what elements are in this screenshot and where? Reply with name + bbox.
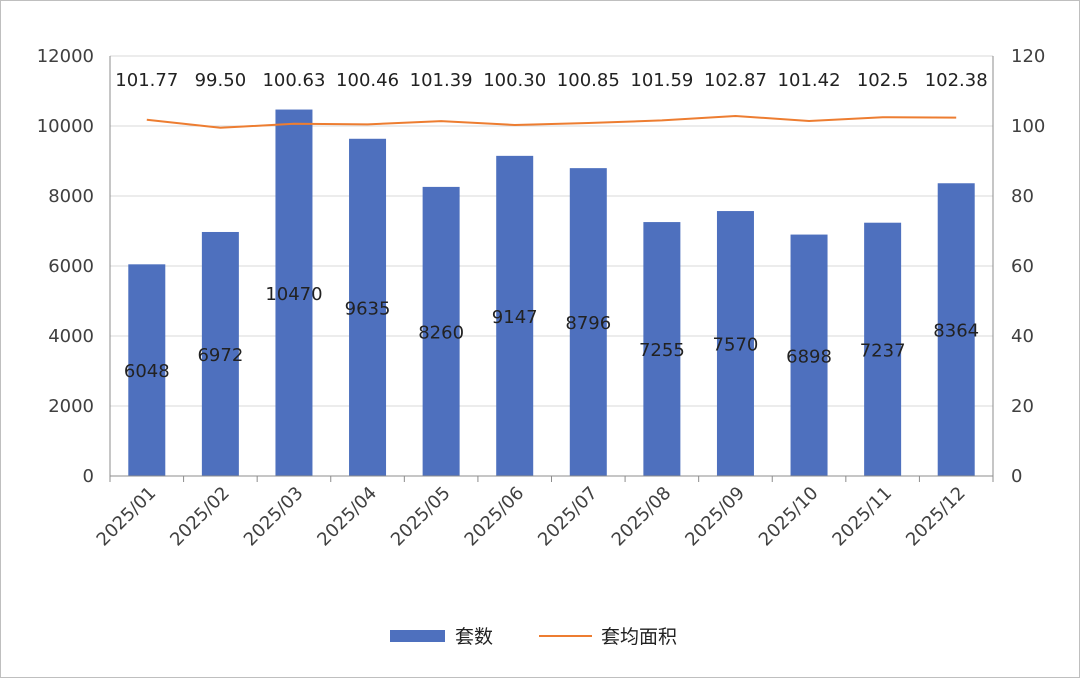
y-left-tick-label: 6000 <box>48 256 94 277</box>
x-tick-label: 2025/12 <box>902 483 970 551</box>
line-data-label: 102.38 <box>925 70 988 91</box>
x-tick-label: 2025/01 <box>93 483 161 551</box>
bar-data-label: 8364 <box>933 321 979 342</box>
x-tick-label: 2025/07 <box>534 483 602 551</box>
bar-data-label: 8796 <box>565 313 611 334</box>
bar-data-label: 9147 <box>492 307 538 328</box>
bar <box>422 186 460 476</box>
bar <box>349 138 387 476</box>
y-left-tick-label: 2000 <box>48 396 94 417</box>
bar-data-label: 7237 <box>860 340 906 361</box>
legend-swatch-bar <box>390 630 445 642</box>
x-tick-label: 2025/02 <box>166 483 234 551</box>
y-left-tick-label: 12000 <box>37 46 94 67</box>
x-tick-label: 2025/06 <box>461 483 529 551</box>
bar <box>569 168 607 476</box>
bar <box>643 222 681 476</box>
y-right-tick-label: 120 <box>1011 46 1045 67</box>
bar-data-label: 10470 <box>265 284 322 305</box>
line-data-label: 101.42 <box>778 70 841 91</box>
line-data-label: 102.87 <box>704 70 767 91</box>
bar-data-label: 8260 <box>418 322 464 343</box>
bar-data-label: 6048 <box>124 361 170 382</box>
bar <box>790 234 828 476</box>
legend-label-line: 套均面积 <box>601 626 677 648</box>
bar <box>864 222 902 476</box>
bar <box>937 183 975 476</box>
y-left-tick-label: 8000 <box>48 186 94 207</box>
x-tick-label: 2025/03 <box>240 483 308 551</box>
x-tick-label: 2025/04 <box>313 483 381 551</box>
line-data-label: 100.46 <box>336 70 399 91</box>
y-left-tick-label: 10000 <box>37 116 94 137</box>
y-right-tick-label: 40 <box>1011 326 1034 347</box>
x-tick-label: 2025/11 <box>828 483 896 551</box>
bar-data-label: 6972 <box>197 345 243 366</box>
y-right-tick-label: 80 <box>1011 186 1034 207</box>
y-right-tick-label: 100 <box>1011 116 1045 137</box>
y-right-tick-label: 0 <box>1011 466 1022 487</box>
line-data-label: 101.59 <box>630 70 693 91</box>
y-left-tick-label: 0 <box>83 466 94 487</box>
bar <box>128 264 166 476</box>
y-left-tick-label: 4000 <box>48 326 94 347</box>
bar <box>201 231 239 476</box>
x-tick-label: 2025/08 <box>608 483 676 551</box>
line-series-path <box>146 114 957 129</box>
line-data-label: 100.85 <box>557 70 620 91</box>
bar-data-label: 9635 <box>345 298 391 319</box>
bar <box>275 109 313 477</box>
legend-label-bar: 套数 <box>455 626 493 648</box>
line-data-label: 100.30 <box>483 70 546 91</box>
x-tick-label: 2025/09 <box>681 483 749 551</box>
bar <box>496 155 534 477</box>
bar-data-label: 7255 <box>639 340 685 361</box>
x-tick-label: 2025/10 <box>755 483 823 551</box>
bar <box>716 211 754 477</box>
line-data-label: 101.39 <box>410 70 473 91</box>
x-tick-label: 2025/05 <box>387 483 455 551</box>
line-data-label: 101.77 <box>115 70 178 91</box>
y-right-tick-label: 60 <box>1011 256 1034 277</box>
line-data-label: 102.5 <box>857 70 909 91</box>
bar-data-label: 7570 <box>713 335 759 356</box>
line-data-label: 99.50 <box>195 70 247 91</box>
line-data-label: 100.63 <box>262 70 325 91</box>
bar-data-label: 6898 <box>786 346 832 367</box>
y-right-tick-label: 20 <box>1011 396 1034 417</box>
